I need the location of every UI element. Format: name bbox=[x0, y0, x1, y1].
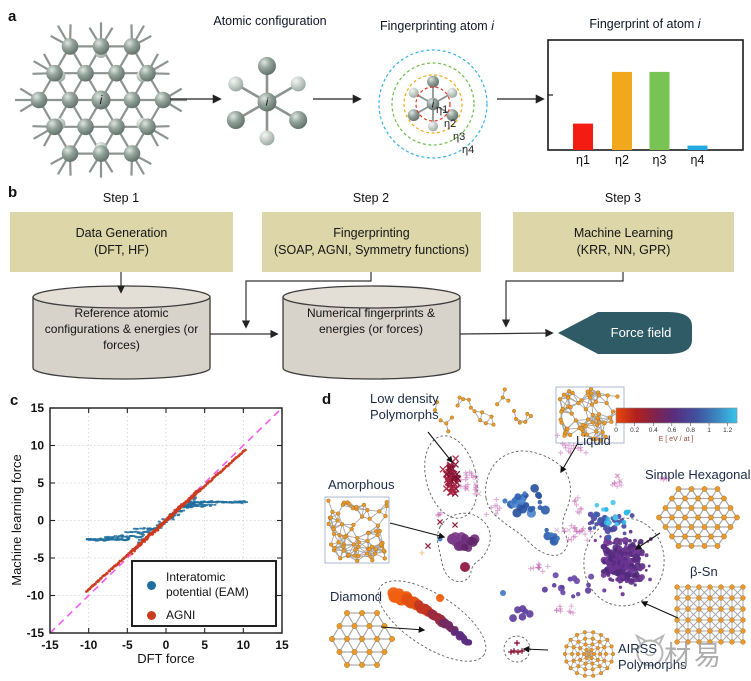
panel-c-scatter-plot: -15 -10 -5 0 5 10 15 -15 -10 -5 0 5 10 15 bbox=[27, 401, 289, 652]
bar-category-label: η4 bbox=[691, 153, 705, 167]
x-tick-label: -5 bbox=[122, 638, 133, 652]
colorbar bbox=[615, 407, 738, 424]
y-tick-label: 15 bbox=[31, 401, 45, 415]
shell-label: η3 bbox=[453, 131, 465, 143]
fingerprint-bar bbox=[687, 145, 708, 150]
y-tick-label: -15 bbox=[27, 626, 45, 640]
x-tick-label: 15 bbox=[275, 638, 289, 652]
bar-category-label: η3 bbox=[653, 153, 667, 167]
colorbar-label: E [ eV / at ] bbox=[659, 436, 694, 443]
colorbar-tick-label: 1 bbox=[707, 427, 711, 434]
x-tick-label: 10 bbox=[237, 638, 251, 652]
colorbar-tick-label: 0.8 bbox=[686, 427, 695, 434]
bar-category-label: η1 bbox=[576, 153, 590, 167]
colorbar-tick-label: 0.2 bbox=[630, 427, 639, 434]
force-field-shape bbox=[558, 312, 692, 354]
x-tick-label: 0 bbox=[163, 638, 170, 652]
panel-d-structure-map: 0 0.2 0.4 0.6 0.8 1 1.2 E [ eV / at ] bbox=[324, 386, 746, 678]
colorbar-tick-label: 0.4 bbox=[649, 427, 658, 434]
fingerprint-bar bbox=[573, 123, 593, 150]
shell-label: η4 bbox=[462, 144, 474, 156]
colorbar-tick-label: 0 bbox=[614, 427, 618, 434]
bar-category-label: η2 bbox=[615, 153, 629, 167]
fingerprint-bar bbox=[649, 71, 670, 150]
svg-text:i: i bbox=[266, 97, 269, 109]
x-tick-label: 5 bbox=[201, 638, 208, 652]
shell-label: η2 bbox=[444, 118, 456, 130]
svg-text:i: i bbox=[100, 93, 103, 107]
fingerprint-bar bbox=[612, 71, 632, 150]
watermark-logo bbox=[634, 633, 666, 667]
y-tick-label: 10 bbox=[31, 439, 45, 453]
panel-b-graphics bbox=[32, 272, 692, 380]
colorbar-tick-label: 1.2 bbox=[723, 427, 732, 434]
y-tick-label: 0 bbox=[37, 514, 44, 528]
y-tick-label: -10 bbox=[27, 589, 45, 603]
x-tick-label: -15 bbox=[41, 638, 59, 652]
colorbar-tick-label: 0.6 bbox=[667, 427, 676, 434]
x-tick-label: -10 bbox=[80, 638, 98, 652]
svg-text:i: i bbox=[432, 99, 435, 111]
y-tick-label: -5 bbox=[33, 551, 44, 565]
y-tick-label: 5 bbox=[37, 476, 44, 490]
shell-label: η1 bbox=[436, 104, 448, 116]
